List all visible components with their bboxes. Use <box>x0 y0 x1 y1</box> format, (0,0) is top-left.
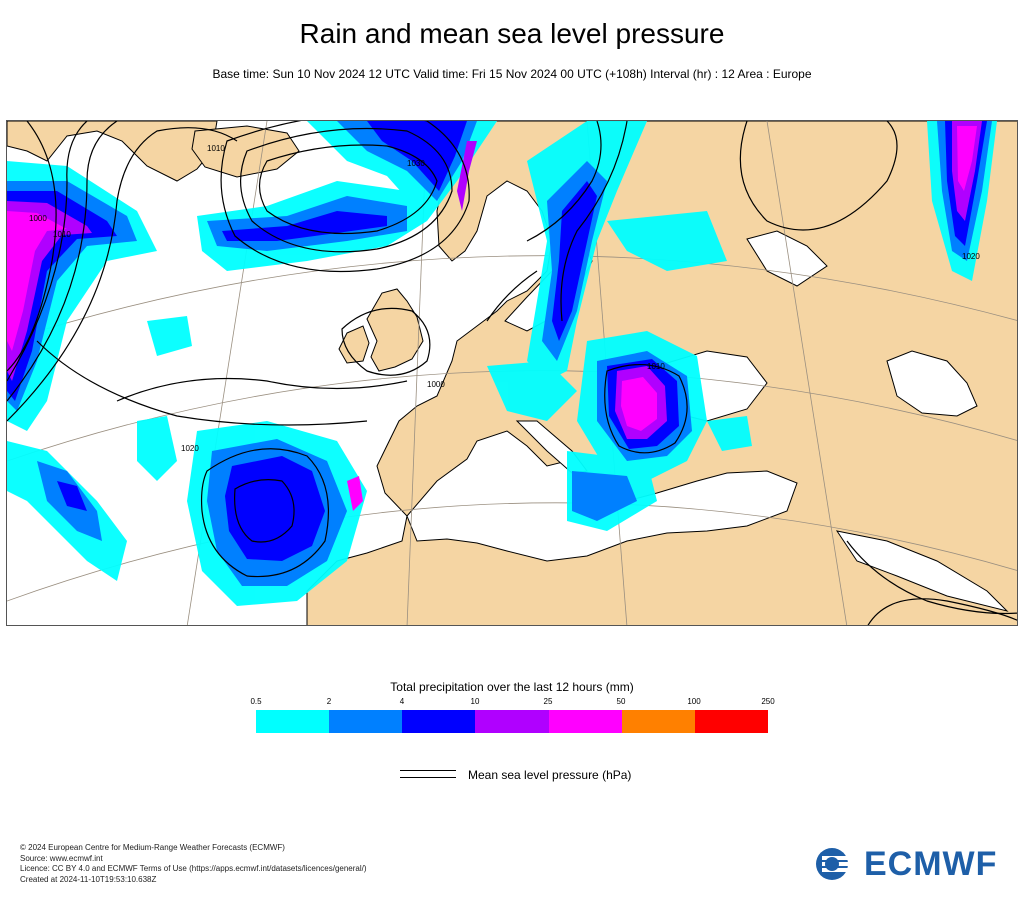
isobar-label: 1010 <box>53 230 71 239</box>
chart-title: Rain and mean sea level pressure <box>299 18 725 49</box>
colorbar-segment <box>694 710 768 733</box>
legend-tick: 4 <box>399 697 405 706</box>
isobar-label: 1000 <box>29 214 47 223</box>
isobar-label: 1010 <box>647 362 665 371</box>
footer-copyright: © 2024 European Centre for Medium-Range … <box>20 843 285 852</box>
colorbar-segment <box>621 710 695 733</box>
legend-tick: 25 <box>543 697 553 706</box>
colorbar-segment <box>548 710 622 733</box>
precip-magenta <box>7 126 977 511</box>
legend-tick: 10 <box>470 697 480 706</box>
ecmwf-logo: ECMWF <box>814 846 1006 882</box>
white-sea <box>746 230 828 287</box>
map-canvas: 1000 1010 1020 1010 1000 1020 1030 1010 <box>7 121 1017 625</box>
footer-licence: Licence: CC BY 4.0 and ECMWF Terms of Us… <box>20 864 367 873</box>
ecmwf-logo-icon <box>816 848 858 880</box>
isobar-label: 1000 <box>427 380 445 389</box>
isobar-label: 1020 <box>962 252 980 261</box>
isobar-labels: 1000 1010 1020 1010 1000 1020 1030 1010 <box>29 144 980 453</box>
isobar-label: 1010 <box>207 144 225 153</box>
colorbar-segment <box>475 710 549 733</box>
msl-legend-label: Mean sea level pressure (hPa) <box>468 768 632 782</box>
footer-created: Created at 2024-11-10T19:53:10.638Z <box>20 874 157 884</box>
ecmwf-logo-text: ECMWF <box>864 845 998 883</box>
isobar-label: 1020 <box>181 444 199 453</box>
colorbar-segment <box>256 710 330 733</box>
precip-colorbar <box>256 710 768 733</box>
footer-source: Source: www.ecmwf.int <box>20 853 103 863</box>
forecast-map: 1000 1010 1020 1010 1000 1020 1030 1010 <box>6 120 1018 626</box>
isobars <box>7 121 1017 625</box>
legend-tick: 100 <box>687 697 701 706</box>
colorbar-segment <box>402 710 476 733</box>
colorbar-segment <box>329 710 403 733</box>
legend-tick: 250 <box>761 697 775 706</box>
iceland-land <box>191 125 300 178</box>
legend-title: Total precipitation over the last 12 hou… <box>390 680 634 694</box>
caspian-sea <box>886 350 978 417</box>
footer-credits: © 2024 European Centre for Medium-Range … <box>20 843 367 885</box>
isobar-label: 1030 <box>407 159 425 168</box>
legend-tick: 2 <box>326 697 332 706</box>
ireland-land <box>338 325 370 364</box>
legend-tick: 50 <box>616 697 626 706</box>
legend-tick: 0.5 <box>250 697 262 706</box>
msl-legend-line <box>400 770 456 778</box>
chart-subtitle: Base time: Sun 10 Nov 2024 12 UTC Valid … <box>212 67 812 81</box>
